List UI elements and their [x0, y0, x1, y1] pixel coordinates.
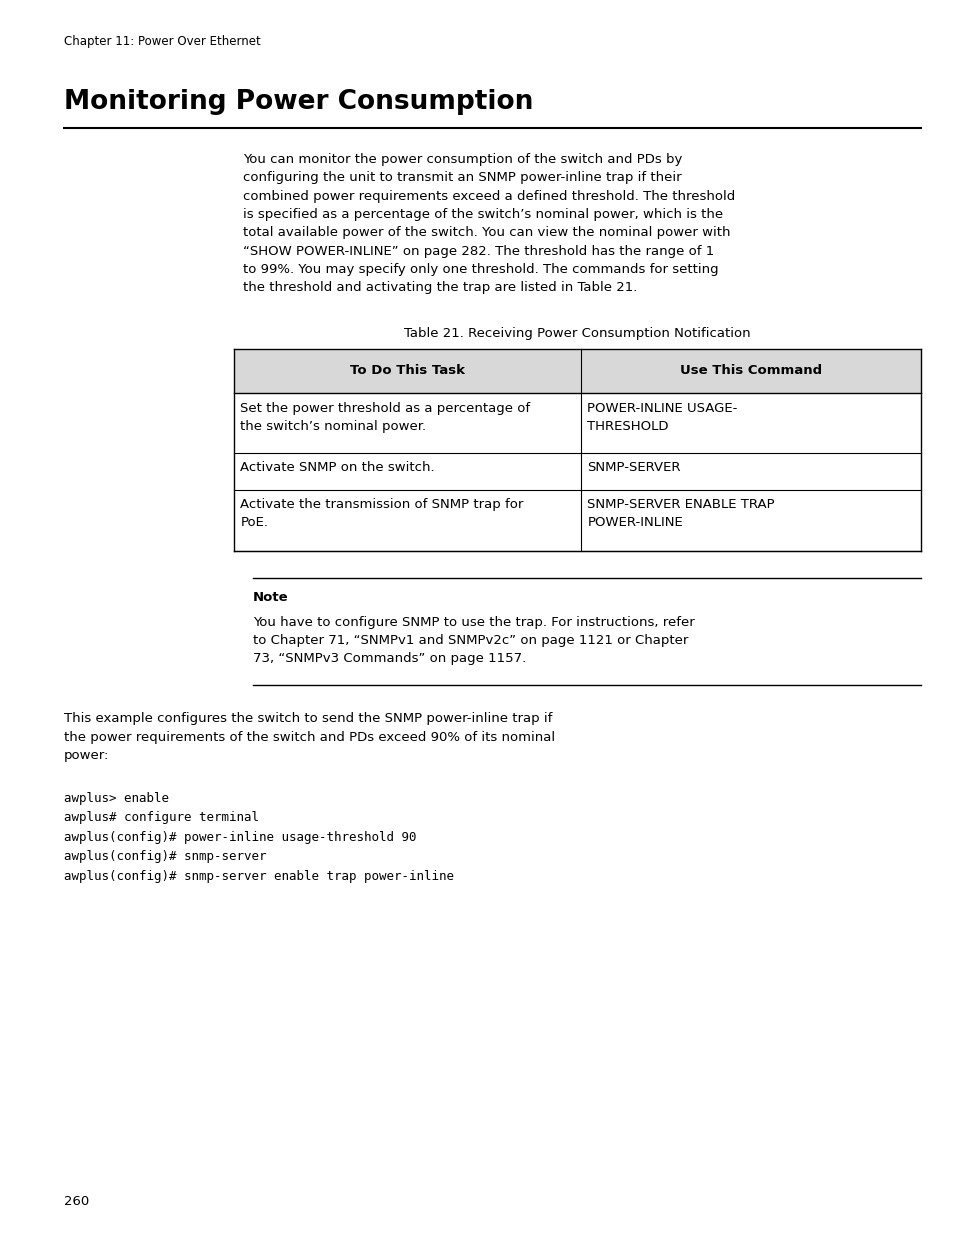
Text: Note: Note [253, 590, 288, 604]
Text: 260: 260 [64, 1194, 89, 1208]
Text: Chapter 11: Power Over Ethernet: Chapter 11: Power Over Ethernet [64, 35, 260, 48]
Text: the switch’s nominal power.: the switch’s nominal power. [240, 420, 426, 433]
Text: to 99%. You may specify only one threshold. The commands for setting: to 99%. You may specify only one thresho… [243, 263, 719, 275]
Text: To Do This Task: To Do This Task [350, 364, 464, 378]
Text: You can monitor the power consumption of the switch and PDs by: You can monitor the power consumption of… [243, 153, 682, 167]
Text: awplus> enable: awplus> enable [64, 792, 169, 805]
Text: awplus(config)# power-inline usage-threshold 90: awplus(config)# power-inline usage-thres… [64, 831, 416, 844]
Text: Activate the transmission of SNMP trap for: Activate the transmission of SNMP trap f… [240, 498, 523, 511]
Text: SNMP-SERVER: SNMP-SERVER [587, 461, 680, 474]
Text: POWER-INLINE USAGE-: POWER-INLINE USAGE- [587, 401, 737, 415]
Text: configuring the unit to transmit an SNMP power-inline trap if their: configuring the unit to transmit an SNMP… [243, 172, 681, 184]
Text: awplus# configure terminal: awplus# configure terminal [64, 811, 258, 825]
Text: awplus(config)# snmp-server: awplus(config)# snmp-server [64, 851, 266, 863]
Text: Monitoring Power Consumption: Monitoring Power Consumption [64, 89, 533, 115]
Text: awplus(config)# snmp-server enable trap power-inline: awplus(config)# snmp-server enable trap … [64, 869, 454, 883]
Text: This example configures the switch to send the SNMP power-inline trap if: This example configures the switch to se… [64, 713, 552, 725]
Text: POWER-INLINE: POWER-INLINE [587, 516, 682, 530]
Text: “SHOW POWER-INLINE” on page 282. The threshold has the range of 1: “SHOW POWER-INLINE” on page 282. The thr… [243, 245, 714, 258]
Text: combined power requirements exceed a defined threshold. The threshold: combined power requirements exceed a def… [243, 190, 735, 203]
Text: the power requirements of the switch and PDs exceed 90% of its nominal: the power requirements of the switch and… [64, 731, 555, 743]
Text: Table 21. Receiving Power Consumption Notification: Table 21. Receiving Power Consumption No… [403, 326, 750, 340]
Text: the threshold and activating the trap are listed in Table 21.: the threshold and activating the trap ar… [243, 282, 637, 294]
Text: You have to configure SNMP to use the trap. For instructions, refer: You have to configure SNMP to use the tr… [253, 615, 694, 629]
Text: to Chapter 71, “SNMPv1 and SNMPv2c” on page 1121 or Chapter: to Chapter 71, “SNMPv1 and SNMPv2c” on p… [253, 634, 687, 647]
Text: PoE.: PoE. [240, 516, 268, 530]
Text: SNMP-SERVER ENABLE TRAP: SNMP-SERVER ENABLE TRAP [587, 498, 774, 511]
Text: Use This Command: Use This Command [679, 364, 821, 378]
Text: THRESHOLD: THRESHOLD [587, 420, 668, 433]
Text: total available power of the switch. You can view the nominal power with: total available power of the switch. You… [243, 226, 730, 240]
Text: 73, “SNMPv3 Commands” on page 1157.: 73, “SNMPv3 Commands” on page 1157. [253, 652, 525, 666]
Bar [233, 348, 920, 393]
Text: power:: power: [64, 748, 110, 762]
Text: is specified as a percentage of the switch’s nominal power, which is the: is specified as a percentage of the swit… [243, 207, 722, 221]
Text: Set the power threshold as a percentage of: Set the power threshold as a percentage … [240, 401, 530, 415]
Text: Activate SNMP on the switch.: Activate SNMP on the switch. [240, 461, 435, 474]
